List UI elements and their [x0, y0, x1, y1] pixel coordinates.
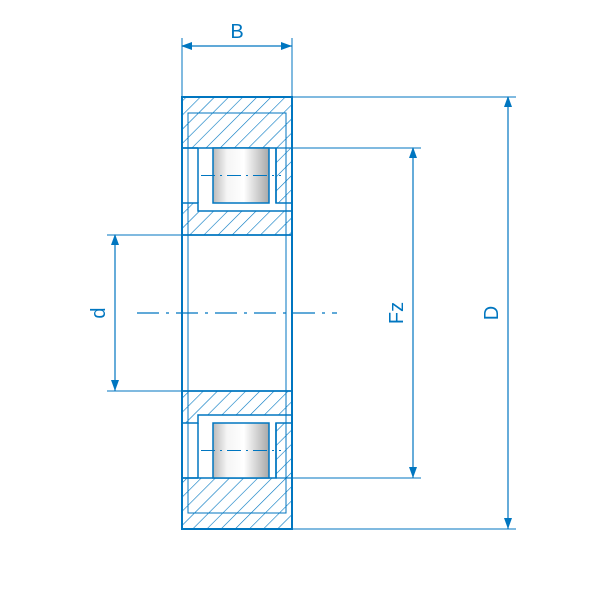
dimension-Fz-label: Fz: [386, 302, 408, 324]
bearing-cross-section-diagram: Bd Fz D: [0, 0, 600, 600]
dimension-B-label: B: [230, 21, 243, 43]
dimension-d-label: d: [88, 307, 110, 318]
inner-ring-bottom-section: [182, 391, 292, 423]
dimension-D-label: D: [481, 306, 503, 320]
inner-ring-top-section: [182, 203, 292, 235]
